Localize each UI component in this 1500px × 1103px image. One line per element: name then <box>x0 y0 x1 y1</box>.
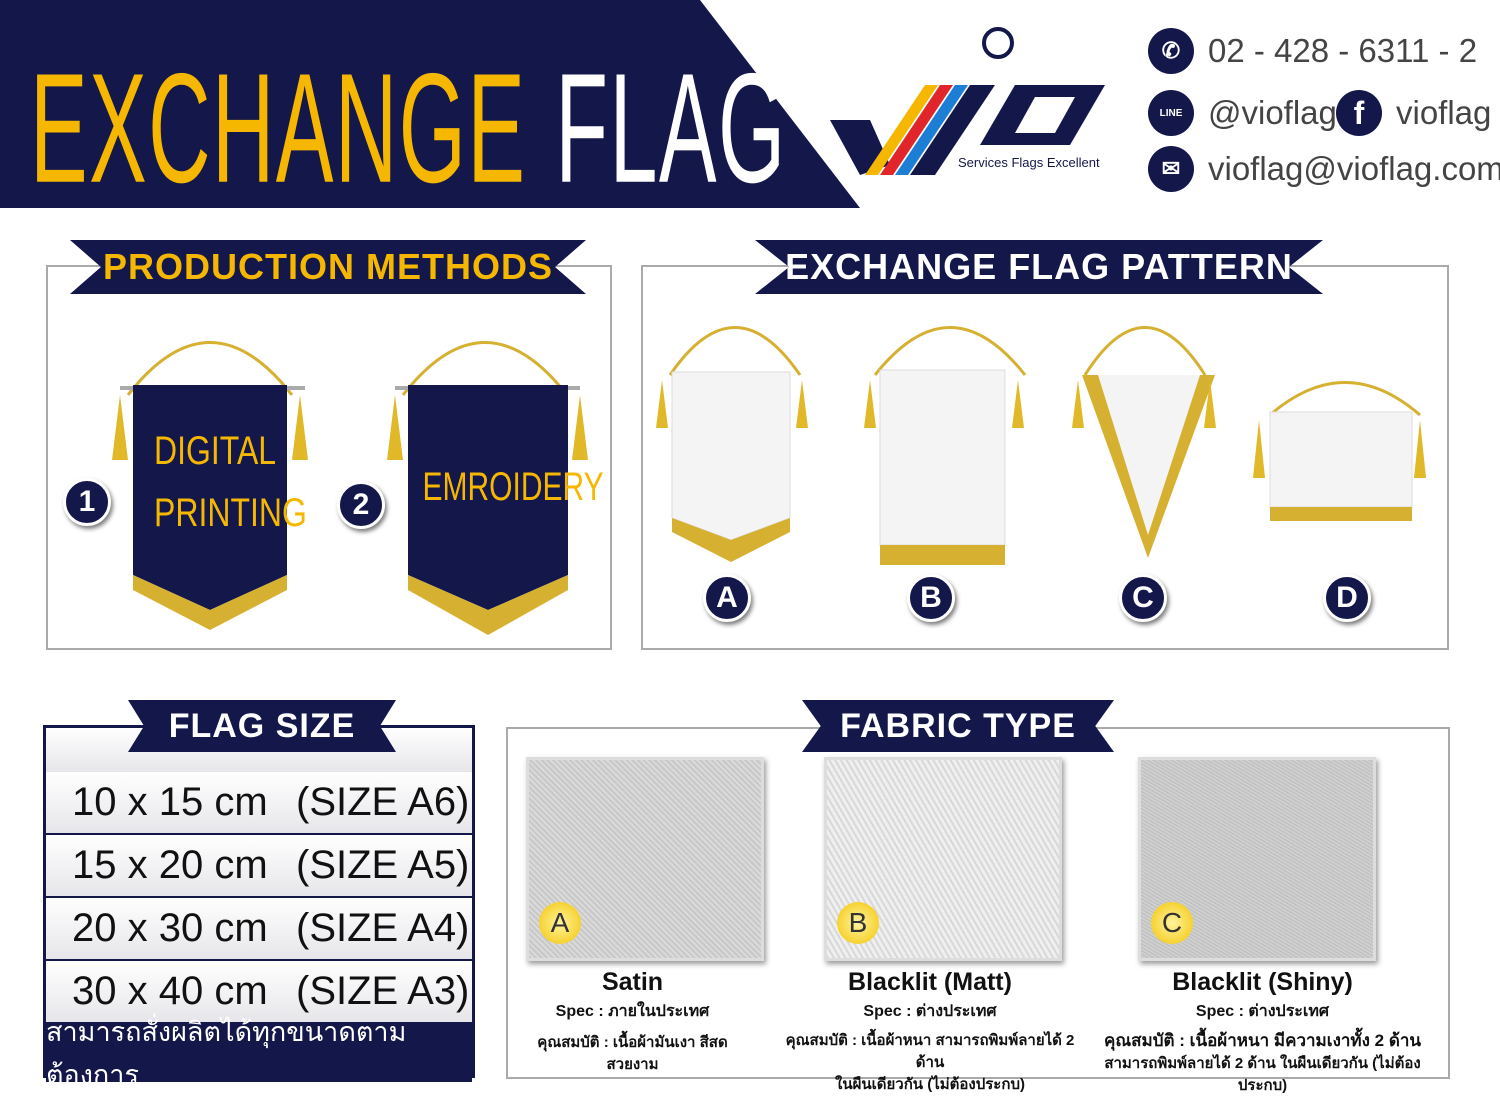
fabric-swatch: B <box>824 757 1062 961</box>
size-dim: 20 x 30 cm <box>72 906 268 950</box>
fabric-swatch: A <box>526 757 764 961</box>
label-line: DIGITAL <box>154 429 277 473</box>
desc-line: คุณสมบัติ : เนื้อผ้าหนา สามารถพิมพ์ลายได… <box>785 1032 1075 1071</box>
size-name: (SIZE A4) <box>296 906 470 950</box>
fabric-text-c: Blacklit (Shiny) Spec : ต่างประเทศ คุณสม… <box>1085 968 1440 1097</box>
fabric-spec: Spec : ต่างประเทศ <box>1195 1003 1330 1020</box>
vio-logo: Services Flags Excellent <box>830 15 1120 195</box>
size-row: 10 x 15 cm (SIZE A6) <box>46 772 472 835</box>
fabric-blacklit-matt: B <box>810 757 1062 961</box>
contact-email[interactable]: ✉ vioflag@vioflag.com <box>1148 146 1500 192</box>
title-flag: FLAG <box>555 41 787 216</box>
fabric-desc: คุณสมบัติ : เนื้อผ้ามันเงา สีสด สวยงาม <box>537 1034 728 1073</box>
facebook-icon: f <box>1336 90 1382 136</box>
flag-pattern-banner: EXCHANGE FLAG PATTERN <box>755 240 1323 294</box>
pattern-flags <box>656 326 1426 565</box>
page-title: EXCHANGE FLAG <box>30 18 787 239</box>
fabric-swatch: C <box>1138 757 1376 961</box>
phone-icon: ✆ <box>1148 28 1194 74</box>
fabric-spec: Spec : ภายในประเทศ <box>555 1003 710 1020</box>
flag-embroidery <box>387 341 588 635</box>
contact-phone: ✆ 02 - 428 - 6311 - 2 <box>1148 28 1477 74</box>
logo-tagline: Services Flags Excellent <box>958 155 1100 170</box>
pattern-label-a: A <box>703 574 751 622</box>
fabric-letter: C <box>1151 902 1193 944</box>
fabric-text-b: Blacklit (Matt) Spec : ต่างประเทศ คุณสมบ… <box>780 968 1080 1096</box>
flag-size-table: 10 x 15 cm (SIZE A6) 15 x 20 cm (SIZE A5) … <box>43 725 475 1090</box>
pattern-b <box>864 326 1027 565</box>
phone-number: 02 - 428 - 6311 - 2 <box>1208 32 1478 69</box>
desc-line: คุณสมบัติ : เนื้อผ้าหนา มีความเงาทั้ง 2 … <box>1103 1031 1422 1050</box>
fabric-name: Blacklit (Shiny) <box>1172 968 1353 996</box>
fabric-name: Blacklit (Matt) <box>848 968 1012 996</box>
size-dim: 30 x 40 cm <box>72 969 268 1013</box>
fabric-letter: A <box>539 902 581 944</box>
label-line: PRINTING <box>154 491 307 535</box>
contact-line[interactable]: LINE @vioflag <box>1148 90 1337 136</box>
line-id: @vioflag <box>1208 94 1337 131</box>
embroidery-label: EMROIDERY <box>422 465 604 509</box>
pattern-c <box>1072 326 1216 558</box>
fabric-type-banner: FABRIC TYPE <box>802 700 1114 752</box>
flag-digital-printing <box>112 341 308 630</box>
size-dim: 15 x 20 cm <box>72 843 268 887</box>
size-footer: สามารถสั่งผลิตได้ทุกขนาดตามต้องการ <box>46 1017 472 1090</box>
size-name: (SIZE A3) <box>296 969 470 1013</box>
fabric-desc: คุณสมบัติ : เนื้อผ้าหนา มีความเงาทั้ง 2 … <box>1085 1030 1440 1097</box>
method-number-2: 2 <box>337 481 385 529</box>
production-methods-banner: PRODUCTION METHODS <box>70 240 586 294</box>
size-name: (SIZE A5) <box>296 843 470 887</box>
desc-line: สามารถพิมพ์ลายได้ 2 ด้าน ในผืนเดียวกัน (… <box>1104 1055 1421 1094</box>
fabric-satin: A <box>512 757 764 961</box>
desc-line: ในผืนเดียวกัน (ไม่ต้องประกบ) <box>835 1076 1025 1093</box>
size-row: 30 x 40 cm (SIZE A3) <box>46 961 472 1024</box>
size-row: 15 x 20 cm (SIZE A5) <box>46 835 472 898</box>
fabric-desc: คุณสมบัติ : เนื้อผ้าหนา สามารถพิมพ์ลายได… <box>780 1030 1080 1096</box>
pattern-d <box>1253 381 1426 521</box>
size-dim: 10 x 15 cm <box>72 780 268 824</box>
header-background <box>0 0 860 208</box>
method-number-1: 1 <box>63 478 111 526</box>
fabric-letter: B <box>837 902 879 944</box>
pattern-label-c: C <box>1119 574 1167 622</box>
size-name: (SIZE A6) <box>296 780 470 824</box>
facebook-name: vioflag <box>1396 94 1492 131</box>
production-flags <box>112 341 588 635</box>
line-icon: LINE <box>1148 90 1194 136</box>
pattern-label-b: B <box>907 574 955 622</box>
fabric-name: Satin <box>601 968 664 996</box>
email-address: vioflag@vioflag.com <box>1208 150 1500 187</box>
pattern-label-d: D <box>1323 574 1371 622</box>
fabric-spec: Spec : ต่างประเทศ <box>863 1003 997 1020</box>
digital-printing-label: DIGITAL PRINTING <box>154 420 307 544</box>
fabric-text-a: Satin Spec : ภายในประเทศ คุณสมบัติ : เนื… <box>510 968 755 1076</box>
title-exchange: EXCHANGE <box>30 41 527 216</box>
flag-size-banner: FLAG SIZE <box>128 700 396 752</box>
pattern-a <box>656 326 808 562</box>
size-row: 20 x 30 cm (SIZE A4) <box>46 898 472 961</box>
fabric-blacklit-shiny: C <box>1124 757 1376 961</box>
contact-facebook[interactable]: f vioflag <box>1336 90 1491 136</box>
header: EXCHANGE FLAG Services Flags Excellent ✆… <box>0 0 1500 216</box>
mail-icon: ✉ <box>1148 146 1194 192</box>
